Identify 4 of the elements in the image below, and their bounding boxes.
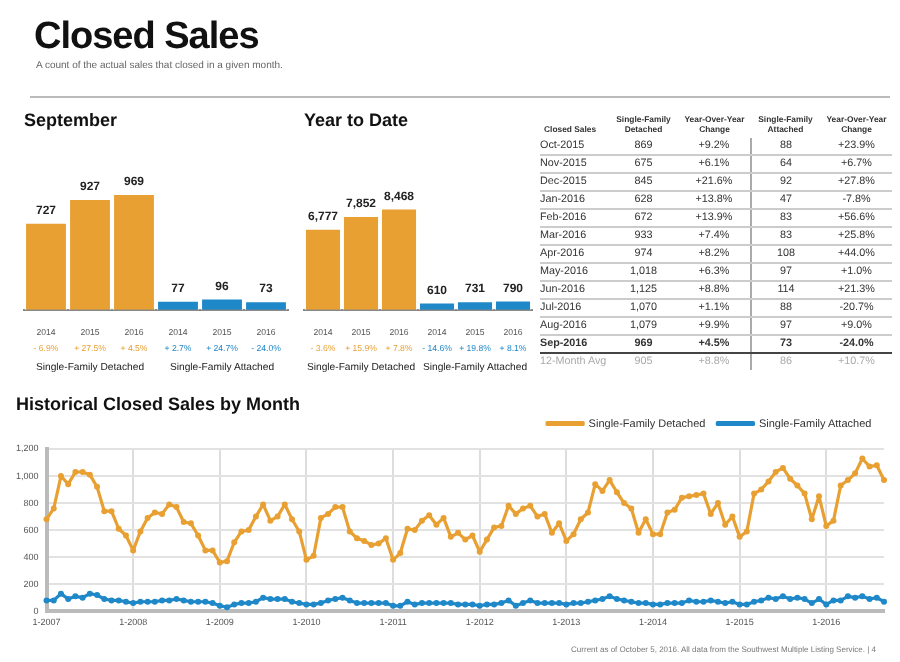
text: Closed Sales [34,16,259,60]
chart-title: September [24,110,118,130]
chart-title: Year to Date [304,110,409,130]
chart-title: Historical Closed Sales by Month [16,394,301,414]
